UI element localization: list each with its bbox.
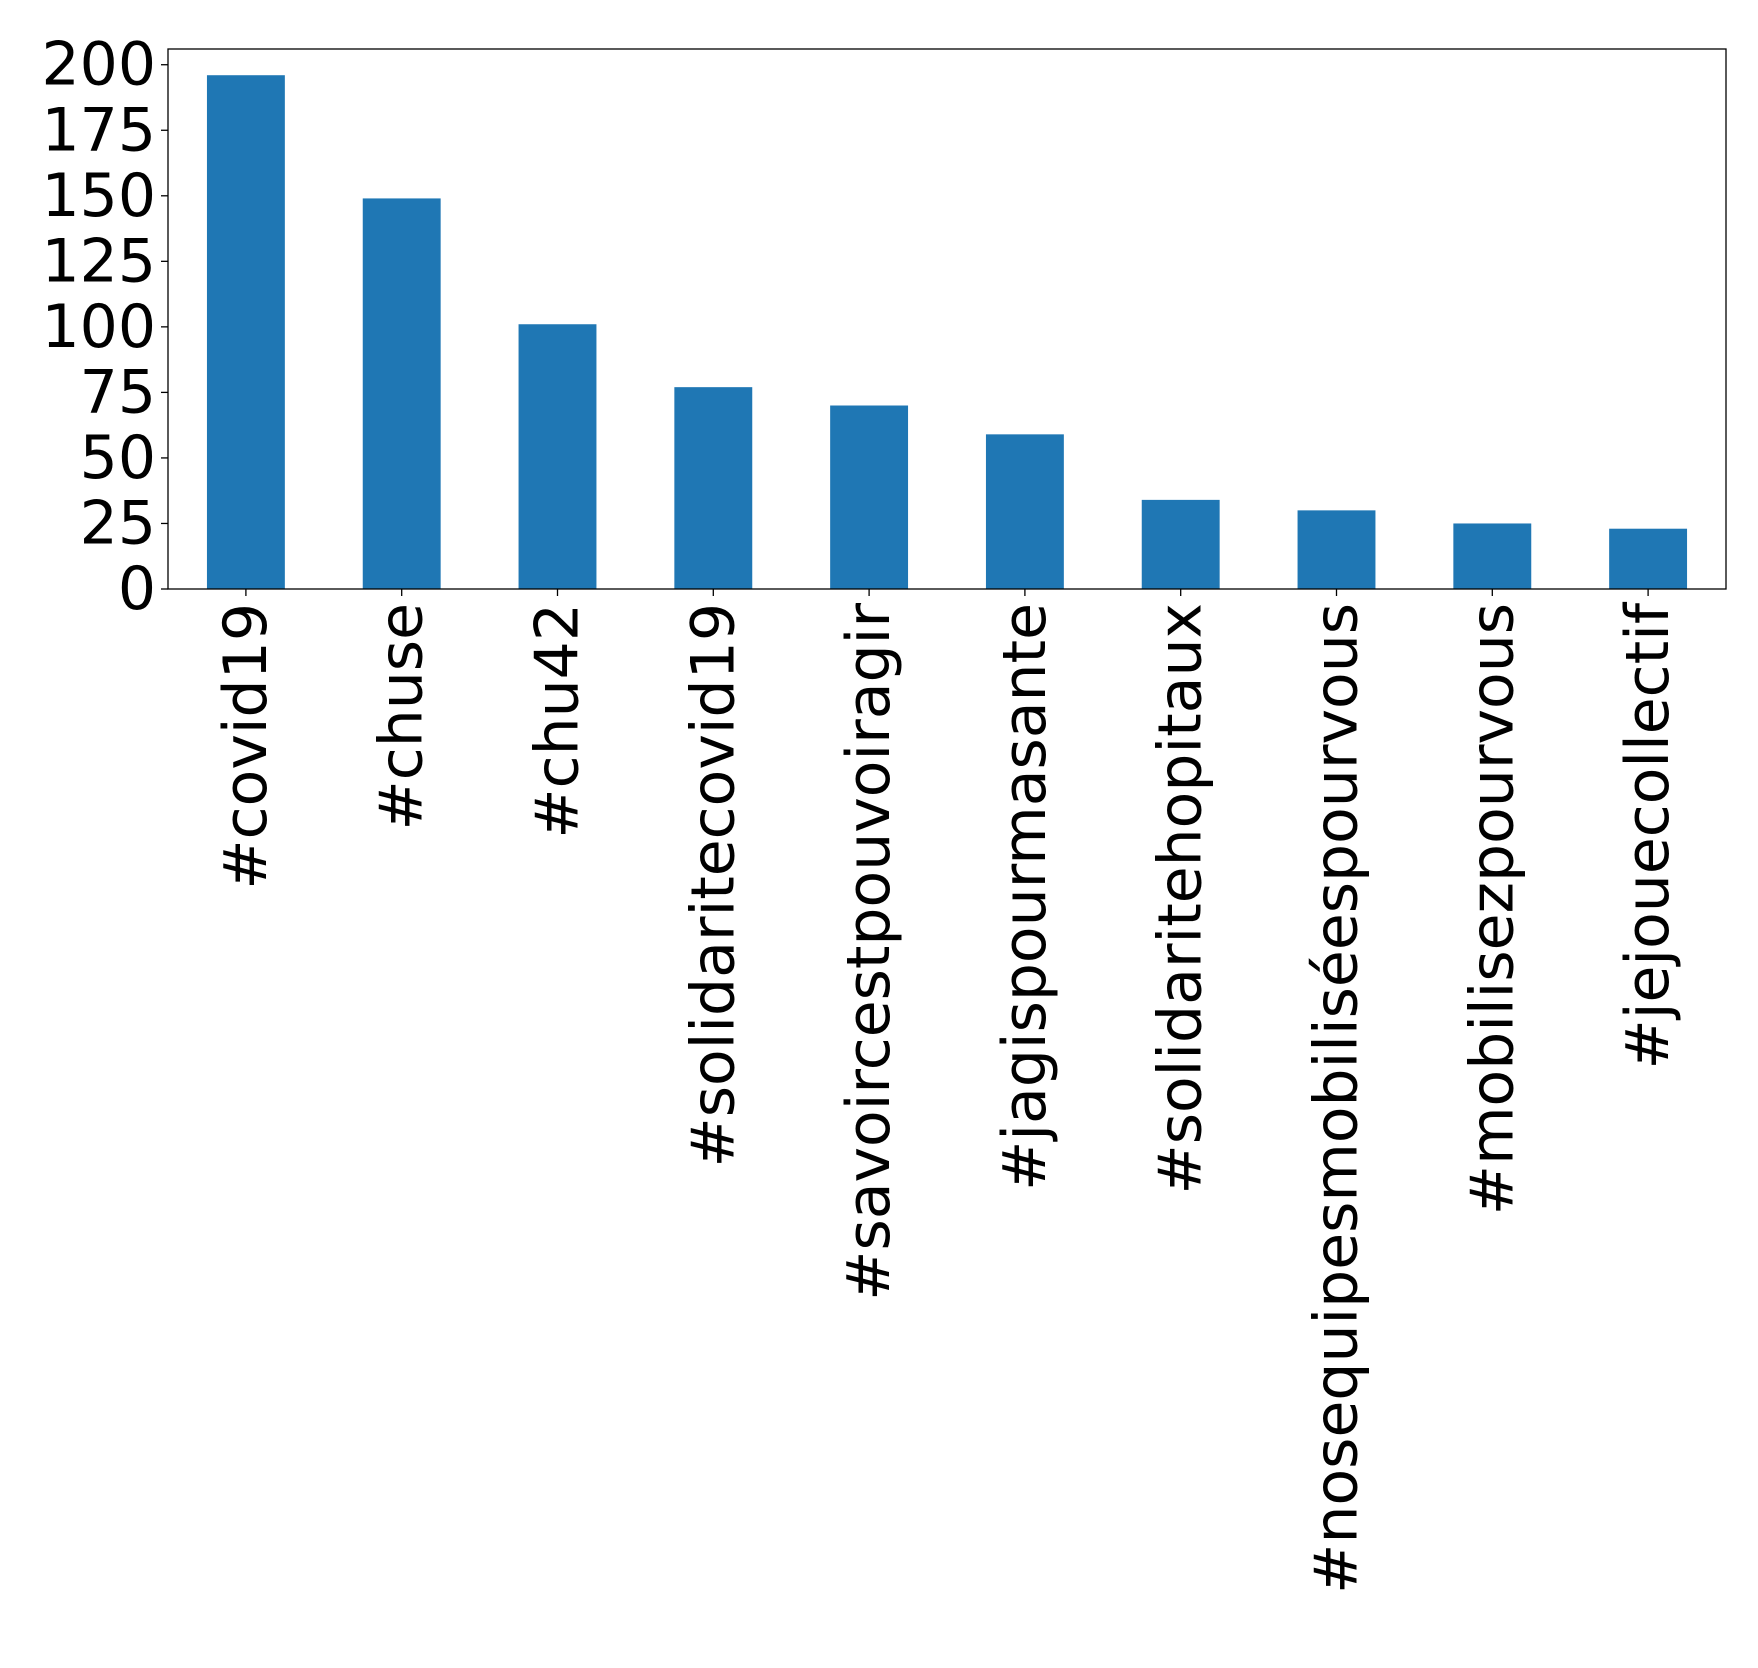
y-tick-label: 200	[41, 30, 156, 100]
x-tick-label: #chu42	[523, 603, 593, 839]
x-tick-label: #jejouecollectif	[1613, 601, 1683, 1069]
y-tick-label: 0	[118, 554, 156, 624]
x-tick-label: #solidaritehopitaux	[1146, 603, 1216, 1195]
bar-4	[830, 405, 909, 589]
x-tick-label: #solidaritecovid19	[678, 603, 748, 1168]
y-tick-label: 25	[80, 488, 156, 558]
x-tick-label: #mobilisezpourvous	[1457, 603, 1527, 1215]
plot-frame	[167, 48, 1727, 590]
bar-6	[1141, 499, 1220, 589]
y-tick-label: 150	[41, 161, 156, 231]
y-tick-label: 100	[41, 292, 156, 362]
x-tick-label: #nosequipesmobiliséespourvous	[1302, 603, 1372, 1594]
y-tick-label: 75	[80, 357, 156, 427]
x-tick-label: #chuse	[367, 603, 437, 831]
y-tick-label: 175	[41, 95, 156, 165]
x-tick-label: #savoircestpouvoiragir	[834, 603, 904, 1301]
bar-8	[1453, 523, 1532, 589]
bar-0	[206, 75, 285, 589]
bars-layer	[206, 75, 1688, 589]
bar-5	[985, 434, 1064, 589]
x-axis-ticks: #covid19 #chuse #chu42 #solidaritecovid19 #s…	[211, 589, 1683, 1594]
x-tick-label: #jagispourmasante	[990, 603, 1060, 1191]
y-tick-label: 125	[41, 226, 156, 296]
bar-3	[674, 387, 753, 589]
y-tick-label: 50	[80, 423, 156, 493]
x-tick-label: #covid19	[211, 603, 281, 890]
bar-1	[362, 198, 441, 589]
bar-9	[1609, 528, 1688, 589]
bar-2	[518, 324, 597, 589]
bar-7	[1297, 510, 1376, 589]
